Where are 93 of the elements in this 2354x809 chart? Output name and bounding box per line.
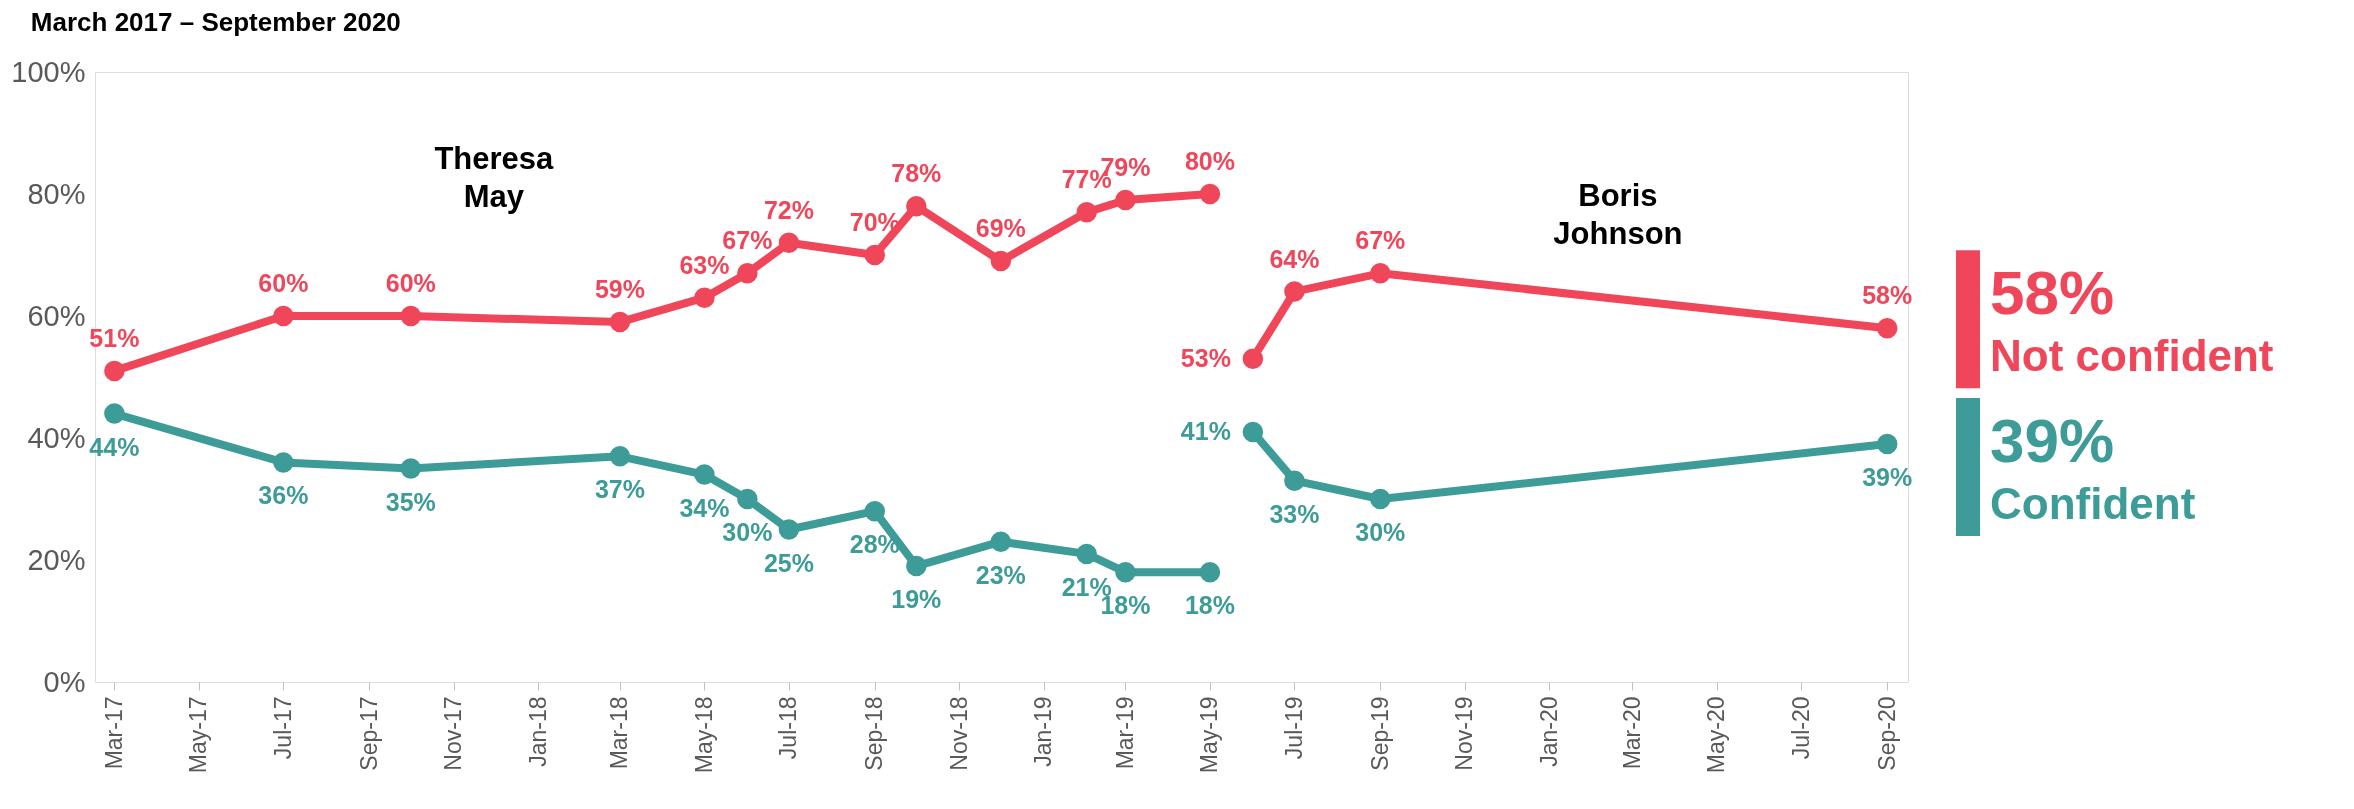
y-tick-label: 40%	[27, 421, 86, 454]
x-tick-label: Sep-17	[355, 696, 382, 771]
point	[1076, 202, 1097, 223]
point	[1284, 470, 1305, 491]
chart-title: March 2017 – September 2020	[30, 7, 401, 37]
x-tick-label: Mar-18	[606, 696, 633, 770]
point	[990, 531, 1012, 552]
point	[778, 232, 800, 254]
point	[990, 250, 1012, 272]
point	[273, 452, 294, 473]
data-label: 19%	[891, 585, 942, 614]
x-tick-label: Sep-20	[1873, 696, 1900, 771]
point	[1876, 433, 1898, 455]
data-label: 67%	[1355, 226, 1406, 255]
data-label: 51%	[89, 323, 140, 352]
point	[104, 403, 125, 424]
data-label: 69%	[975, 214, 1026, 243]
data-label: 60%	[385, 269, 436, 297]
x-tick-label: Mar-17	[100, 696, 127, 770]
point	[1242, 348, 1264, 369]
y-tick-label: 0%	[43, 665, 86, 698]
data-label: 41%	[1180, 416, 1231, 445]
data-label: 18%	[1184, 591, 1235, 620]
x-tick-label: Jul-17	[269, 696, 296, 760]
point	[400, 305, 422, 327]
data-label: 23%	[975, 560, 1026, 589]
x-tick-label: Sep-19	[1366, 696, 1393, 771]
text: Confident	[1990, 479, 2196, 529]
data-label: 30%	[1355, 518, 1406, 546]
point	[737, 263, 758, 284]
point	[864, 500, 886, 522]
annotation: Theresa May	[434, 141, 555, 215]
data-label: 44%	[89, 432, 140, 461]
x-tick-label: May-19	[1196, 696, 1223, 774]
point	[609, 311, 631, 333]
point	[694, 464, 715, 485]
point	[1876, 317, 1898, 339]
point	[778, 519, 800, 540]
data-label: 33%	[1269, 499, 1320, 528]
point	[694, 287, 715, 308]
x-tick-label: Jan-19	[1030, 696, 1057, 767]
point	[104, 360, 125, 382]
data-label: 64%	[1269, 244, 1320, 273]
x-tick-label: Jan-18	[524, 696, 551, 767]
point	[273, 305, 294, 327]
data-label: 39%	[1862, 463, 1913, 492]
y-tick-label: 100%	[11, 55, 86, 88]
point	[1076, 543, 1097, 565]
point	[1370, 263, 1391, 284]
data-label: 58%	[1862, 281, 1913, 310]
point	[1115, 189, 1136, 211]
point	[864, 244, 886, 266]
data-label: 59%	[594, 275, 645, 304]
data-label: 53%	[1180, 343, 1231, 372]
data-label: 78%	[891, 159, 942, 188]
point	[737, 488, 758, 510]
data-label: 35%	[385, 487, 436, 516]
point	[609, 446, 631, 467]
y-tick-label: 60%	[27, 299, 86, 332]
x-tick-label: Nov-19	[1451, 696, 1478, 771]
point	[1242, 421, 1264, 443]
text: 39%	[1990, 406, 2115, 476]
point	[906, 195, 927, 217]
data-label: 37%	[594, 475, 645, 504]
data-label: 60%	[258, 269, 309, 297]
point	[906, 555, 927, 577]
data-label: 80%	[1184, 147, 1235, 175]
x-tick-label: Mar-20	[1618, 696, 1645, 770]
data-label: 72%	[763, 195, 814, 224]
point	[1370, 488, 1391, 510]
point	[1199, 561, 1221, 583]
x-tick-label: Nov-17	[440, 696, 467, 771]
x-tick-label: Jan-20	[1535, 696, 1562, 767]
point	[400, 458, 422, 479]
x-tick-label: Jul-18	[775, 696, 802, 760]
data-label: 25%	[763, 548, 814, 577]
text: Not confident	[1990, 331, 2274, 381]
x-tick-label: Mar-19	[1111, 696, 1138, 770]
y-tick-label: 80%	[27, 177, 86, 210]
x-tick-label: May-20	[1703, 696, 1730, 774]
point	[1115, 561, 1136, 583]
x-tick-label: Jul-19	[1280, 696, 1307, 760]
x-tick-label: Jul-20	[1787, 696, 1814, 760]
y-tick-label: 20%	[27, 543, 86, 576]
text: 58%	[1990, 258, 2115, 328]
point	[1284, 281, 1305, 302]
x-tick-label: May-17	[185, 696, 212, 774]
annotation: Boris Johnson	[1553, 177, 1683, 251]
x-tick-label: Sep-18	[861, 696, 888, 771]
point	[1199, 183, 1221, 205]
x-tick-label: May-18	[690, 696, 717, 774]
x-tick-label: Nov-18	[945, 696, 972, 771]
data-label: 36%	[258, 481, 309, 510]
